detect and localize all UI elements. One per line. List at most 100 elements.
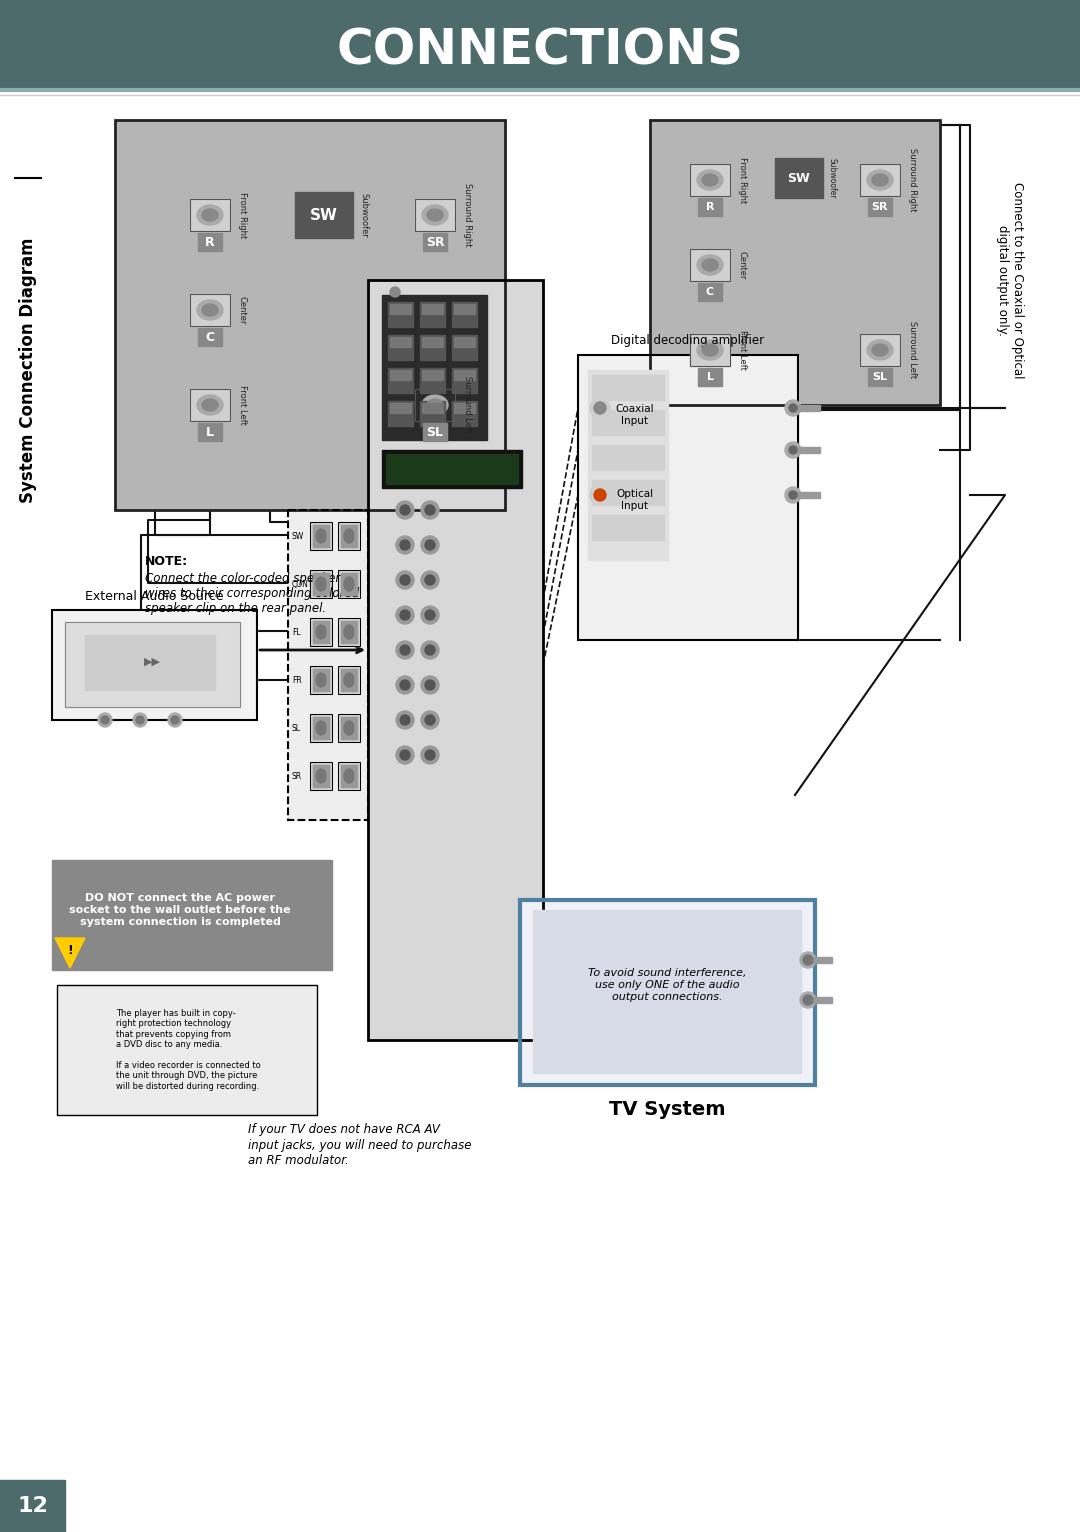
Text: Front Left: Front Left [738,329,747,369]
Bar [592,411,664,435]
Circle shape [396,711,414,729]
Bar [310,714,332,741]
Circle shape [804,954,813,965]
Circle shape [785,443,801,458]
Bar [690,164,730,196]
Text: C: C [205,331,215,343]
Circle shape [426,715,435,725]
Bar [698,283,723,300]
Bar [114,119,505,510]
Bar [310,570,332,597]
Circle shape [400,574,410,585]
Ellipse shape [697,254,723,276]
Bar [338,522,360,550]
Ellipse shape [867,170,893,190]
Text: Surround Left: Surround Left [463,377,472,434]
Circle shape [421,607,438,624]
Bar [592,375,664,400]
Bar [310,761,332,791]
Circle shape [800,993,816,1008]
Circle shape [400,751,410,760]
Bar [382,296,487,440]
Bar [423,233,447,251]
Bar [423,423,447,441]
Circle shape [396,640,414,659]
Bar [860,334,900,366]
Polygon shape [55,938,85,968]
Ellipse shape [702,175,718,185]
Text: The player has built in copy-
right protection technology
that prevents copying : The player has built in copy- right prot… [116,1010,260,1091]
Circle shape [421,536,438,555]
Bar [698,368,723,386]
Text: L: L [706,372,714,381]
Ellipse shape [697,340,723,360]
Text: SR: SR [292,772,302,780]
Ellipse shape [427,398,443,411]
Circle shape [426,610,435,620]
Text: Coaxial
Input: Coaxial Input [616,404,654,426]
Text: Center: Center [238,296,247,325]
Ellipse shape [197,395,222,415]
Bar [338,714,360,741]
Text: FR: FR [292,676,301,685]
Text: To avoid sound interference,
use only ONE of the audio
output connections.: To avoid sound interference, use only ON… [588,968,746,1002]
Bar [650,119,940,404]
Text: ▶▶: ▶▶ [144,657,161,666]
Bar [190,199,230,231]
Bar [313,764,329,787]
Ellipse shape [867,340,893,360]
Ellipse shape [345,769,354,783]
Bar [310,522,332,550]
Circle shape [421,640,438,659]
Bar [690,250,730,280]
Bar [338,570,360,597]
Ellipse shape [316,529,326,542]
Bar [338,666,360,694]
Circle shape [804,994,813,1005]
Bar [390,371,411,380]
Bar [592,480,664,506]
Bar [341,669,357,691]
Ellipse shape [697,170,723,190]
Circle shape [594,401,606,414]
Bar [338,714,360,741]
Circle shape [421,746,438,764]
Ellipse shape [702,345,718,355]
Bar [422,371,443,380]
Circle shape [396,607,414,624]
Bar [313,573,329,594]
Bar [690,334,730,366]
Bar [190,199,230,231]
Bar [415,389,455,421]
Bar [386,453,518,484]
Bar [65,622,240,706]
Text: If your TV does not have RCA AV
input jacks, you will need to purchase
an RF mod: If your TV does not have RCA AV input ja… [248,1123,472,1166]
Bar [310,522,332,550]
Bar [415,199,455,231]
Bar [338,617,360,647]
Bar [690,250,730,280]
Circle shape [590,398,610,418]
Circle shape [390,286,400,297]
Ellipse shape [202,398,218,411]
Bar [868,368,892,386]
Bar [519,899,815,1085]
Bar [310,617,332,647]
Bar [388,401,413,426]
Text: Optical
Input: Optical Input [617,489,653,510]
Bar [338,522,360,550]
Bar [390,403,411,414]
Text: CONT: CONT [292,579,313,588]
Bar [368,280,543,1040]
Circle shape [396,746,414,764]
Text: Surround Right: Surround Right [908,149,917,211]
Bar [114,119,505,510]
Bar [341,717,357,738]
Bar [578,355,798,640]
Text: NOTE:: NOTE: [145,555,188,568]
Bar [415,389,455,421]
Bar [338,761,360,791]
Bar [390,337,411,348]
Bar [775,158,823,198]
Bar [368,280,543,1040]
